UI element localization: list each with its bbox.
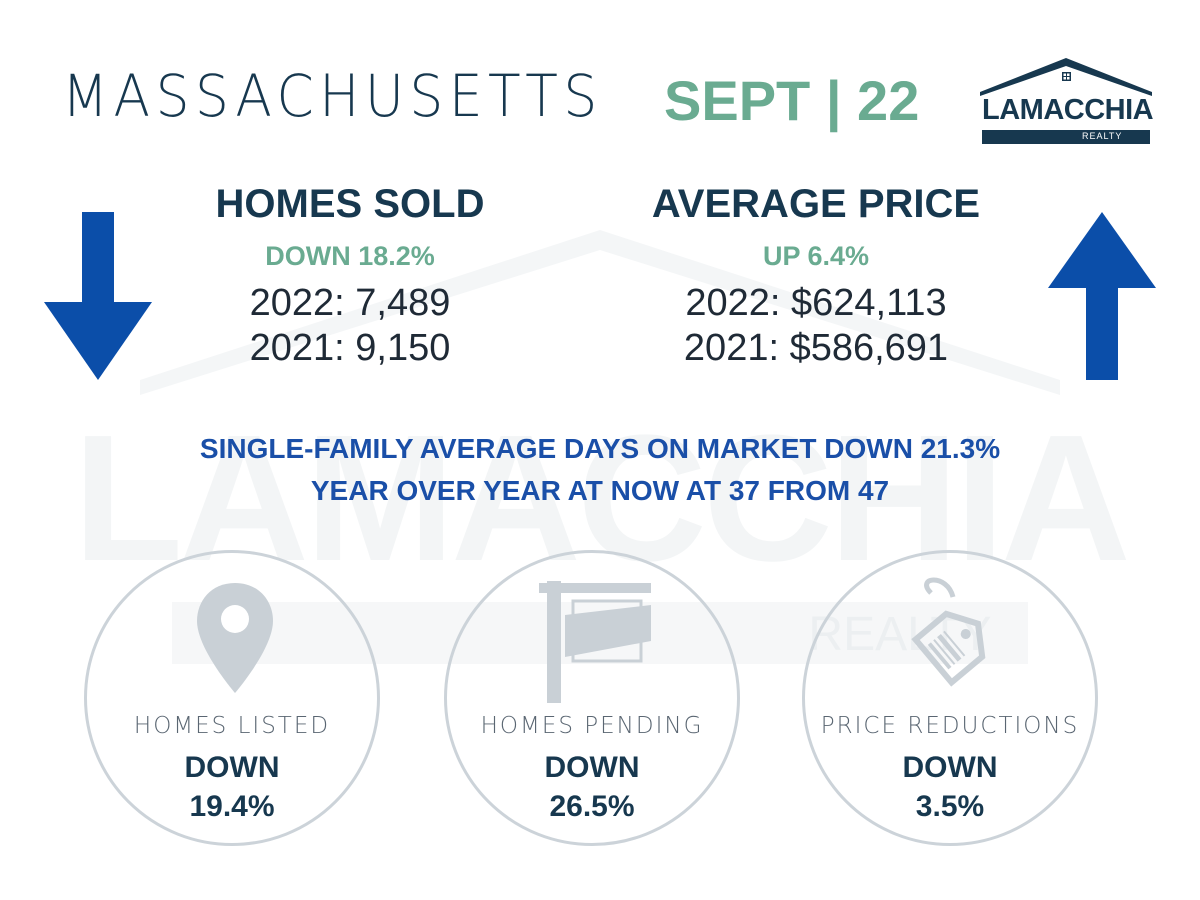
average-price-title: AVERAGE PRICE: [651, 182, 981, 226]
period-title: SEPT | 22: [664, 69, 920, 132]
average-price-2021: 2021: $586,691: [683, 327, 949, 369]
homes-listed-direction: DOWN: [184, 751, 280, 784]
homes-pending-label: HOMES PENDING: [480, 713, 704, 739]
price-reductions-label: PRICE REDUCTIONS: [820, 713, 1080, 739]
logo-subtitle: REALTY: [1082, 131, 1123, 141]
arrow-down-icon: [44, 212, 152, 380]
homes-listed-card: HOMES LISTED DOWN 19.4%: [84, 550, 380, 846]
state-title: MASSACHUSETTS: [62, 62, 603, 130]
days-on-market-line-1: SINGLE-FAMILY AVERAGE DAYS ON MARKET DOW…: [199, 433, 1001, 464]
homes-listed-percent: 19.4%: [189, 790, 275, 823]
homes-sold-title: HOMES SOLD: [215, 182, 485, 226]
arrow-up-icon: [1048, 212, 1156, 380]
price-tag-icon: [911, 577, 986, 687]
price-reductions-card: PRICE REDUCTIONS DOWN 3.5%: [802, 550, 1098, 846]
price-reductions-percent: 3.5%: [915, 790, 985, 823]
homes-sold-2021: 2021: 9,150: [249, 327, 451, 369]
average-price-2022: 2022: $624,113: [685, 282, 947, 324]
for-sale-sign-icon: [539, 581, 651, 703]
average-price-block: AVERAGE PRICE UP 6.4% 2022: $624,113 202…: [610, 182, 1022, 370]
homes-pending-card: HOMES PENDING DOWN 26.5%: [444, 550, 740, 846]
homes-listed-label: HOMES LISTED: [133, 713, 331, 739]
homes-sold-2022: 2022: 7,489: [249, 282, 451, 324]
average-price-change: UP 6.4%: [762, 241, 870, 271]
logo-wordmark: LAMACCHIA: [982, 94, 1154, 126]
map-pin-icon: [197, 583, 273, 693]
homes-pending-direction: DOWN: [544, 751, 640, 784]
homes-sold-block: HOMES SOLD DOWN 18.2% 2022: 7,489 2021: …: [180, 182, 520, 370]
lamacchia-logo: [980, 58, 1152, 144]
days-on-market-line-2: YEAR OVER YEAR AT NOW AT 37 FROM 47: [310, 475, 890, 506]
homes-pending-percent: 26.5%: [549, 790, 635, 823]
days-on-market-banner: SINGLE-FAMILY AVERAGE DAYS ON MARKET DOW…: [60, 428, 1140, 512]
price-reductions-direction: DOWN: [902, 751, 998, 784]
homes-sold-change: DOWN 18.2%: [265, 241, 435, 271]
